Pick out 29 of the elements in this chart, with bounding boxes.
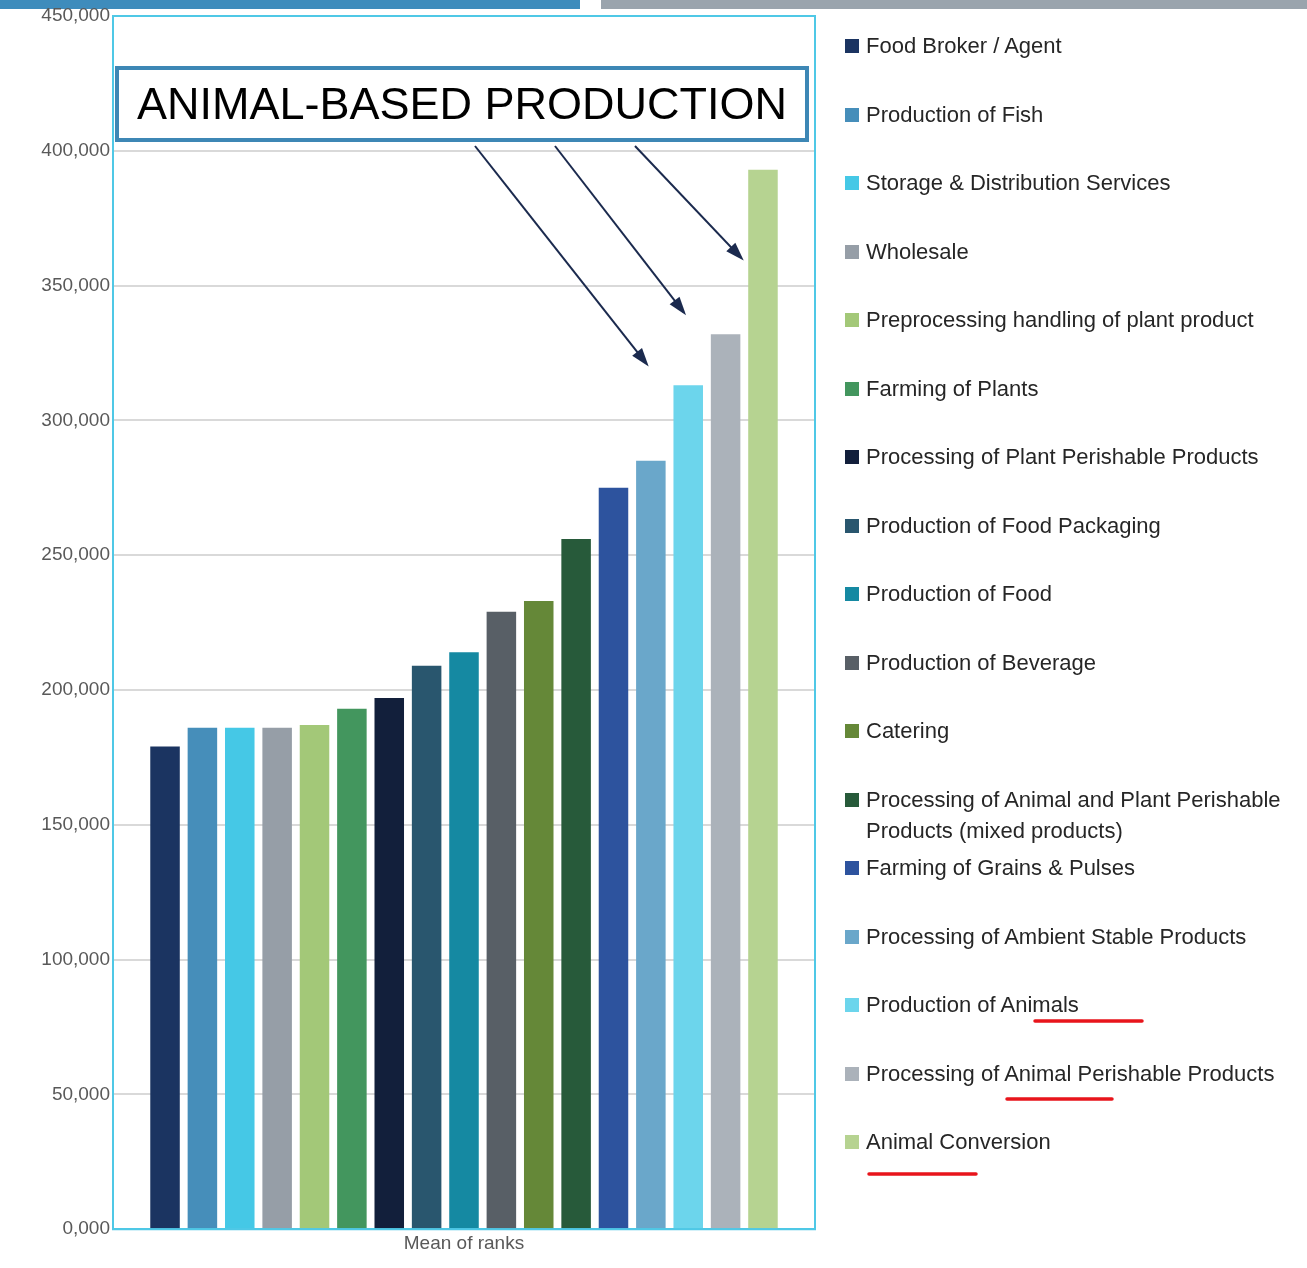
y-tick-label: 100,000: [41, 947, 110, 969]
legend-label: Food Broker / Agent: [866, 32, 1062, 60]
legend-label: Farming of Plants: [866, 374, 1039, 403]
y-tick-label: 450,000: [41, 4, 110, 26]
legend-label: Preprocessing handling of plant product: [866, 306, 1254, 334]
y-tick-label: 0,000: [62, 1217, 110, 1239]
y-tick-label: 150,000: [41, 813, 110, 835]
legend-label: Production of Animals: [866, 991, 1079, 1019]
y-tick-label: 50,000: [51, 1082, 110, 1104]
y-tick-label: 400,000: [41, 139, 110, 161]
legend-label: Wholesale: [866, 237, 969, 266]
y-tick-label: 300,000: [41, 408, 110, 430]
legend-label: Processing of Ambient Stable Products: [866, 922, 1247, 951]
legend-label: Catering: [866, 717, 950, 745]
y-tick-label: 350,000: [41, 273, 110, 295]
annotation: ANIMAL-BASED PRODUCTION: [115, 66, 810, 142]
legend-label: Farming of Grains & Pulses: [866, 854, 1135, 882]
legend-label: Production of Food: [866, 580, 1052, 608]
legend-label: Production of Fish: [866, 100, 1044, 129]
x-tick-label: Mean of ranks: [403, 1231, 525, 1253]
legend-label: Production of Beverage: [866, 648, 1096, 677]
legend-label: Processing of Animal and Plant Perishable Products (mixed products): [866, 785, 1282, 845]
legend-label: Processing of Plant Perishable Products: [866, 443, 1259, 471]
legend-label: Storage & Distribution Services: [866, 169, 1171, 197]
legend-label: Production of Food Packaging: [866, 511, 1161, 540]
legend-label: Animal Conversion: [866, 1128, 1051, 1156]
legend-label: Processing of Animal Perishable Products: [866, 1059, 1275, 1088]
y-tick-label: 200,000: [41, 678, 110, 700]
y-tick-label: 250,000: [41, 543, 110, 565]
